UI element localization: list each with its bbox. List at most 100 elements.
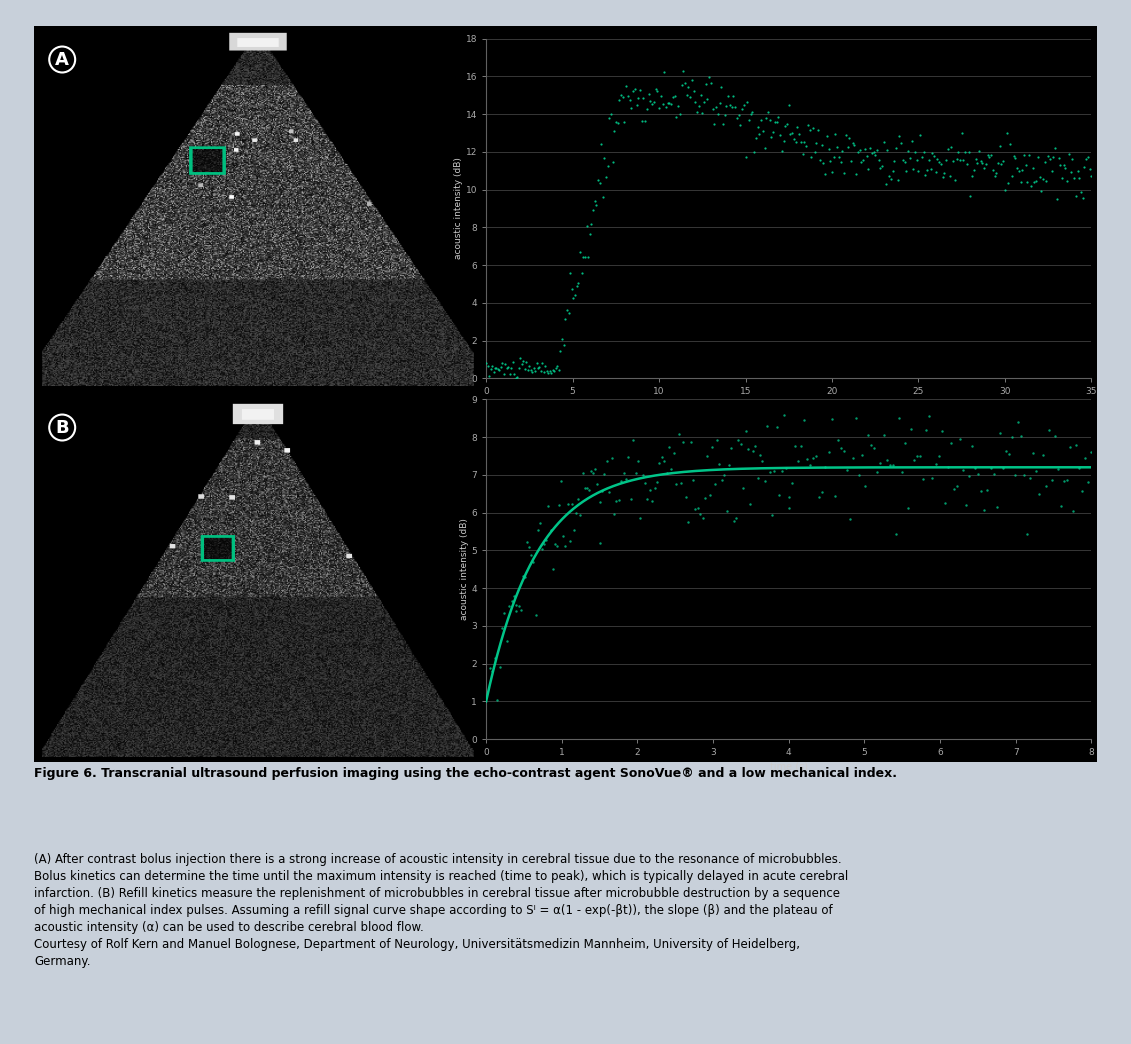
Point [1009, 413, 1027, 430]
Point [601, 110, 619, 126]
Point [1039, 147, 1057, 164]
Point [818, 127, 836, 144]
Point [481, 660, 499, 677]
Point [829, 431, 847, 448]
Point [629, 452, 647, 469]
Point [520, 358, 538, 375]
Point [977, 156, 995, 172]
Point [890, 410, 908, 427]
Point [507, 370, 525, 386]
Point [851, 467, 869, 483]
Point [491, 659, 509, 675]
Point [857, 147, 875, 164]
Point [762, 128, 780, 145]
Point [823, 164, 841, 181]
Point [935, 495, 953, 512]
Point [582, 215, 601, 232]
Point [906, 144, 924, 161]
Point [864, 144, 882, 161]
Point [689, 500, 707, 517]
Point [994, 153, 1012, 170]
Point [804, 120, 822, 137]
Point [785, 130, 803, 147]
Point [621, 92, 639, 109]
Point [525, 360, 543, 377]
X-axis label: time (s): time (s) [770, 401, 808, 410]
Point [801, 121, 819, 138]
Point [510, 359, 528, 376]
Point [892, 464, 910, 480]
Point [1017, 157, 1035, 173]
Point [742, 496, 760, 513]
Point [804, 450, 822, 467]
Point [903, 133, 921, 149]
Point [640, 86, 658, 102]
Point [538, 362, 556, 379]
Point [516, 360, 534, 377]
Point [1015, 147, 1033, 164]
Point [996, 182, 1015, 198]
Point [1039, 422, 1057, 438]
Point [495, 604, 513, 621]
Point [598, 452, 616, 469]
Point [546, 536, 564, 552]
Point [697, 75, 715, 92]
Point [860, 160, 878, 176]
Point [1001, 136, 1019, 152]
Point [978, 481, 996, 498]
Point [968, 155, 986, 171]
Point [808, 448, 826, 465]
Point [661, 440, 679, 456]
Point [644, 95, 662, 112]
Point [572, 264, 590, 281]
Point [975, 502, 993, 519]
Point [638, 101, 656, 118]
Point [500, 598, 518, 615]
Point [627, 465, 645, 481]
Point [835, 165, 853, 182]
Point [498, 359, 516, 376]
Point [693, 511, 711, 527]
Point [590, 175, 608, 192]
Point [783, 474, 801, 491]
Point [1065, 169, 1083, 186]
Point [563, 496, 581, 513]
Point [646, 480, 664, 497]
Point [844, 135, 862, 151]
Point [749, 470, 767, 487]
Point [710, 455, 728, 472]
Point [808, 135, 826, 151]
Point [523, 547, 541, 564]
Point [547, 538, 566, 554]
Point [921, 407, 939, 424]
Point [820, 141, 838, 158]
Point [508, 369, 526, 385]
Point [987, 499, 1005, 516]
Point [508, 602, 526, 619]
Point [714, 116, 732, 133]
Point [561, 265, 579, 282]
Point [586, 460, 604, 477]
Point [1076, 159, 1094, 175]
Point [1047, 191, 1065, 208]
Point [930, 153, 948, 170]
Point [674, 433, 692, 450]
Point [511, 350, 529, 366]
Point [484, 364, 502, 381]
Point [528, 522, 546, 539]
Point [480, 367, 498, 384]
Point [589, 171, 607, 188]
Point [1011, 173, 1029, 190]
Point [973, 482, 991, 499]
Point [743, 103, 761, 120]
Point [493, 619, 511, 636]
Point [575, 248, 593, 265]
Point [758, 110, 776, 126]
Point [511, 601, 529, 618]
Point [580, 226, 598, 242]
Point [483, 358, 501, 375]
Point [1016, 467, 1034, 483]
Point [1026, 174, 1044, 191]
Point [641, 92, 659, 109]
Point [590, 494, 608, 511]
